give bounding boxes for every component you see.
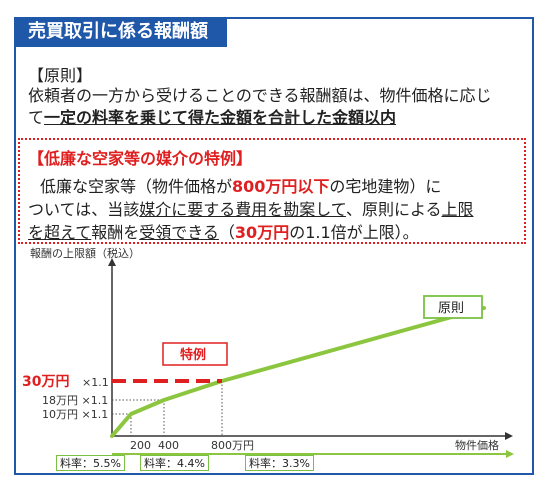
x-tick-200: 200 [130,439,151,452]
principle-line2-prefix: て [28,108,45,127]
rate-band-arrow [506,450,514,458]
special-l3-c: の1.1倍が上限）。 [289,223,419,242]
special-l3-u1: を超えて [28,223,92,242]
principle-heading: 【原則】 [28,66,93,85]
rate-box-2: 料率：4.4% [140,455,209,471]
content-frame [14,17,534,475]
special-l1-a: 低廉な空家等（物件価格が [40,177,233,196]
special-l1-b: の宅地建物）に [329,177,442,196]
special-l3-red: 30万円 [234,223,290,242]
special-label-box [162,342,228,366]
special-dotted-box [18,138,526,244]
y-tick-10: 10万円 ×1.1 [42,408,108,421]
special-heading: 【低廉な空家等の媒介の特例】 [28,149,253,168]
special-line2: ついては、当該媒介に要する費用を勘案して、原則による上限 [28,196,473,220]
section-title: 売買取引に係る報酬額 [14,17,227,47]
principle-series-line [110,306,486,438]
special-l2-a: ついては、当該 [28,200,140,219]
x-axis-label: 物件価格 [455,438,499,452]
special-l2-u2: 上限 [441,200,474,219]
special-l3-a: 報酬を [91,223,140,242]
y-axis-arrow [108,258,116,266]
special-l3-u2: 受領できる [139,223,219,242]
special-l2-b: 、原則による [345,200,442,219]
y-label-30-suffix: ×1.1 [82,376,109,389]
special-line1: 低廉な空家等（物件価格が800万円以下の宅地建物）に [40,173,441,197]
x-tick-400: 400 [158,439,179,452]
special-l2-u1: 媒介に要する費用を勘案して [139,200,346,219]
rate-box-1: 料率：5.5% [56,455,125,471]
rate-box-3: 料率：3.3% [245,455,314,471]
special-l3-b: （ [218,223,235,242]
x-tick-800: 800万円 [211,439,254,452]
principle-emphasis: 一定の料率を乗じて得た金額を合計した金額以内 [44,108,397,127]
x-axis-arrow [505,432,513,440]
principle-line1: 依頼者の一方から受けることのできる報酬額は、物件価格に応じ [28,86,492,105]
principle-label-box [423,295,483,319]
special-series-label: 特例 [180,347,206,363]
y-tick-18: 18万円 ×1.1 [42,394,108,407]
y-label-30-red: 30万円 [22,374,69,390]
special-l1-red: 800万円以下 [232,177,330,196]
principle-series-label: 原則 [438,301,464,316]
y-axis-label: 報酬の上限額（税込） [30,246,140,260]
principle-line2: て一定の料率を乗じて得た金額を合計した金額以内 [28,104,396,128]
special-line3: を超えて報酬を受領できる（30万円の1.1倍が上限）。 [28,219,419,243]
